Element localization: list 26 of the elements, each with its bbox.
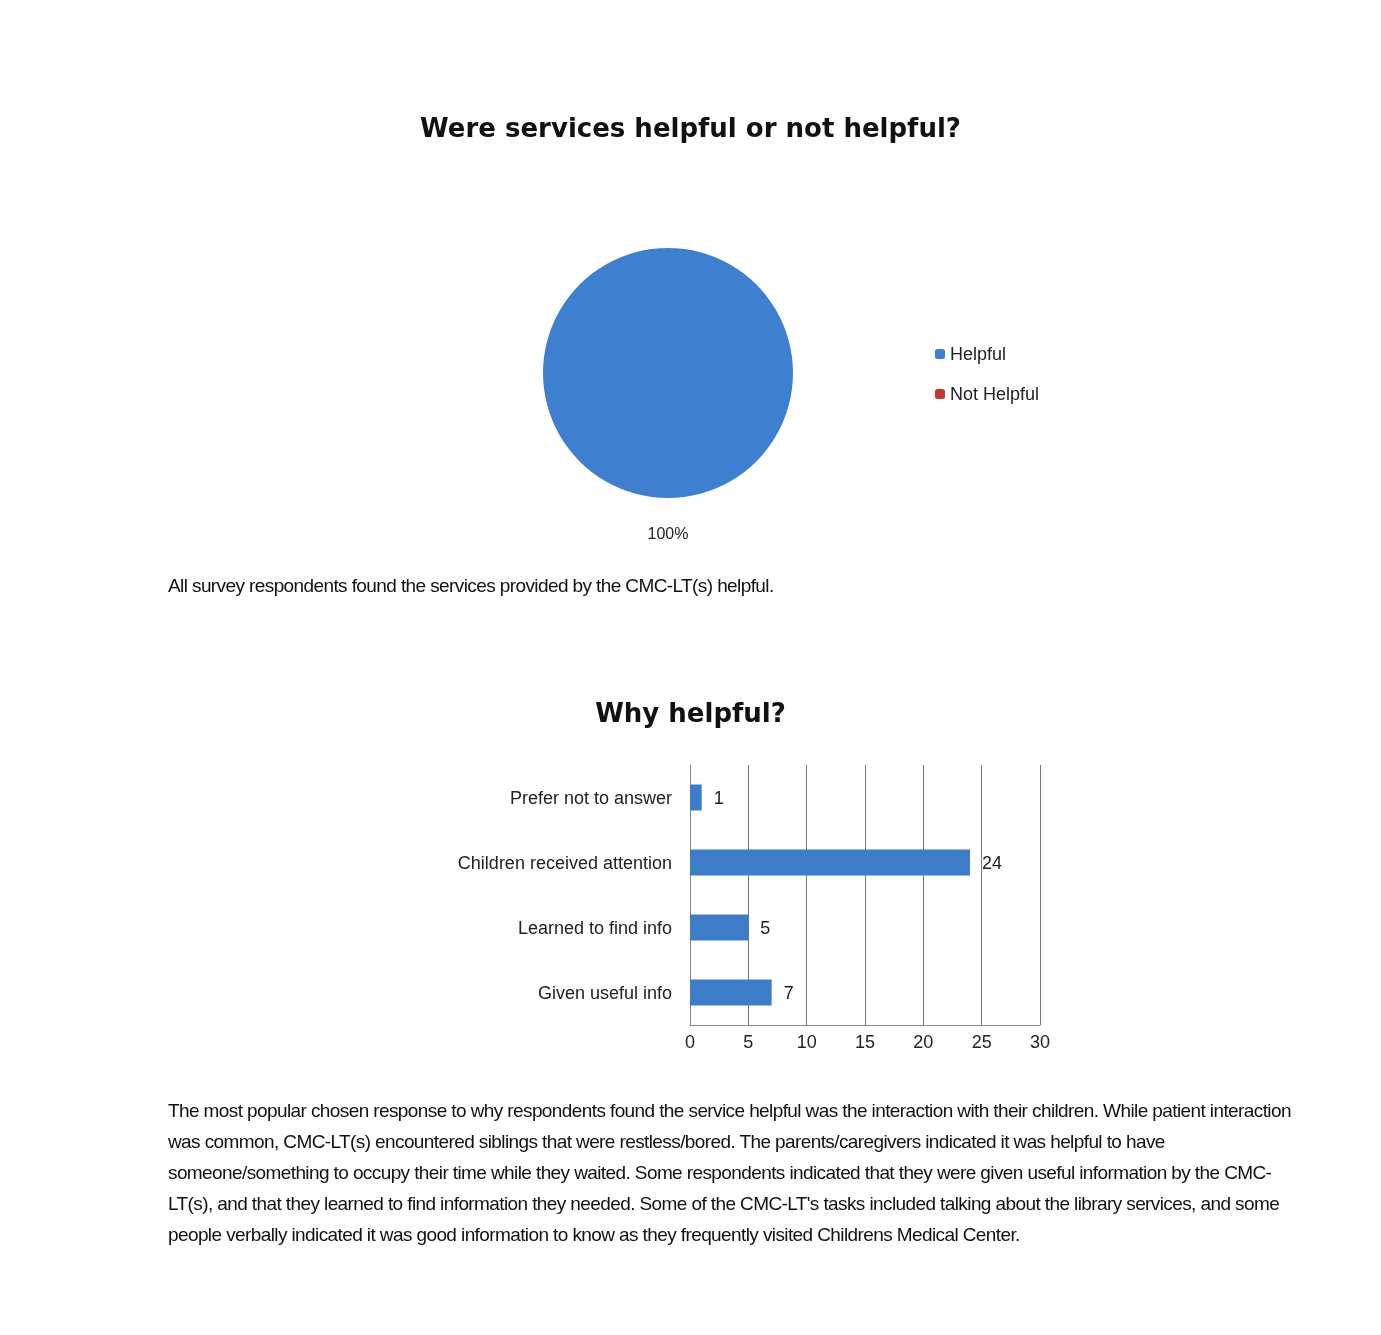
data-label: 24: [982, 852, 1003, 873]
bar: [690, 784, 702, 811]
x-tick-label: 25: [971, 1032, 992, 1052]
bar: [690, 914, 749, 941]
y-tick-label: Given useful info: [537, 982, 672, 1003]
bar: [690, 979, 772, 1006]
y-tick-label: Prefer not to answer: [509, 787, 672, 808]
chart-title: Were services helpful or not helpful?: [420, 113, 961, 143]
text: All survey respondents found the services provided by the CMC-LT(s) helpful.: [168, 574, 775, 598]
bar: [690, 849, 970, 876]
y-tick-label: Children received attention: [457, 852, 672, 873]
data-label: 7: [783, 982, 794, 1003]
x-tick-label: 5: [743, 1032, 754, 1052]
data-label: 100%: [647, 525, 689, 542]
x-tick-label: 30: [1029, 1032, 1051, 1052]
x-tick-label: 0: [684, 1032, 696, 1052]
data-label: 1: [713, 787, 724, 808]
x-tick-label: 15: [854, 1032, 876, 1052]
legend-label: Not Helpful: [950, 384, 1040, 404]
data-label: 5: [760, 917, 771, 938]
legend-label: Helpful: [950, 344, 1007, 364]
x-tick-label: 10: [796, 1032, 817, 1052]
y-tick-label: Learned to find info: [517, 917, 672, 938]
chart-title: Why helpful?: [595, 698, 786, 728]
text: The most popular chosen response to why respondents found the service helpful was the interaction with their children. While patient interaction was common, CMC-LT(s) encountered siblings that were restless/bored. The parents/caregivers indicated it was helpful to have someone/something to occupy their time while they waited. Some respondents indicated that they were given useful information by the CMC-LT(s), and that they learned to find information they needed. Some of the CMC-LT's tasks included talking about the library services, and some people verbally indicated it was good information to know as they frequently visited Childrens Medical Center.: [168, 1099, 1292, 1247]
x-tick-label: 20: [913, 1032, 934, 1052]
